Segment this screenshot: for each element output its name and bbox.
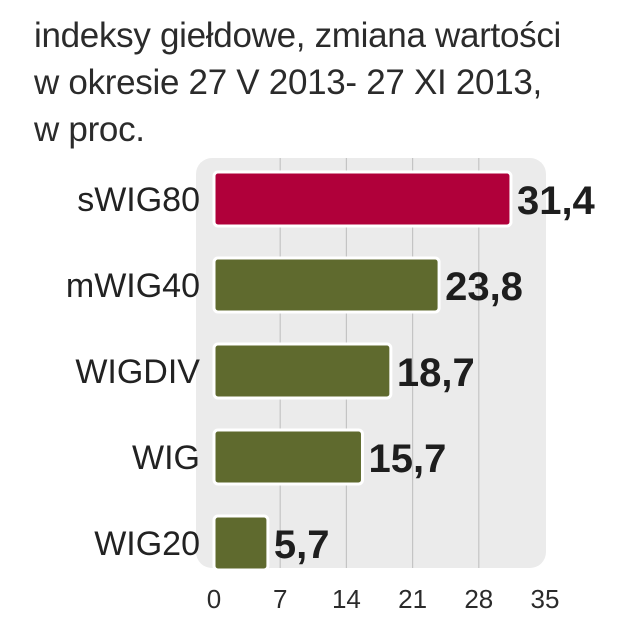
value-label: 18,7 [397, 351, 475, 395]
chart-title: indeksy giełdowe, zmiana wartości w okre… [34, 16, 562, 149]
bar-mwig40 [212, 256, 441, 314]
x-axis-ticks: 0 7 14 21 28 35 [207, 584, 560, 614]
category-label: mWIG40 [66, 267, 200, 305]
category-labels: sWIG80 mWIG40 WIGDIV WIG WIG20 [66, 181, 200, 563]
category-label: WIGDIV [75, 353, 200, 391]
bar-wig20 [212, 514, 270, 572]
bar-swig80 [212, 170, 513, 228]
category-label: WIG20 [94, 525, 200, 563]
x-tick-label: 21 [398, 584, 427, 614]
x-tick-label: 28 [464, 584, 493, 614]
value-labels: 31,4 23,8 18,7 15,7 5,7 [274, 179, 596, 567]
category-label: sWIG80 [77, 181, 200, 219]
value-label: 15,7 [368, 437, 446, 481]
bar-wigdiv [212, 342, 393, 400]
bars [212, 170, 513, 572]
x-tick-label: 14 [332, 584, 361, 614]
value-label: 5,7 [274, 523, 330, 567]
category-label: WIG [132, 439, 200, 477]
value-label: 23,8 [445, 265, 523, 309]
x-tick-label: 7 [273, 584, 287, 614]
value-label: 31,4 [517, 179, 596, 223]
x-tick-label: 35 [531, 584, 560, 614]
bar-wig [212, 428, 364, 486]
x-tick-label: 0 [207, 584, 221, 614]
